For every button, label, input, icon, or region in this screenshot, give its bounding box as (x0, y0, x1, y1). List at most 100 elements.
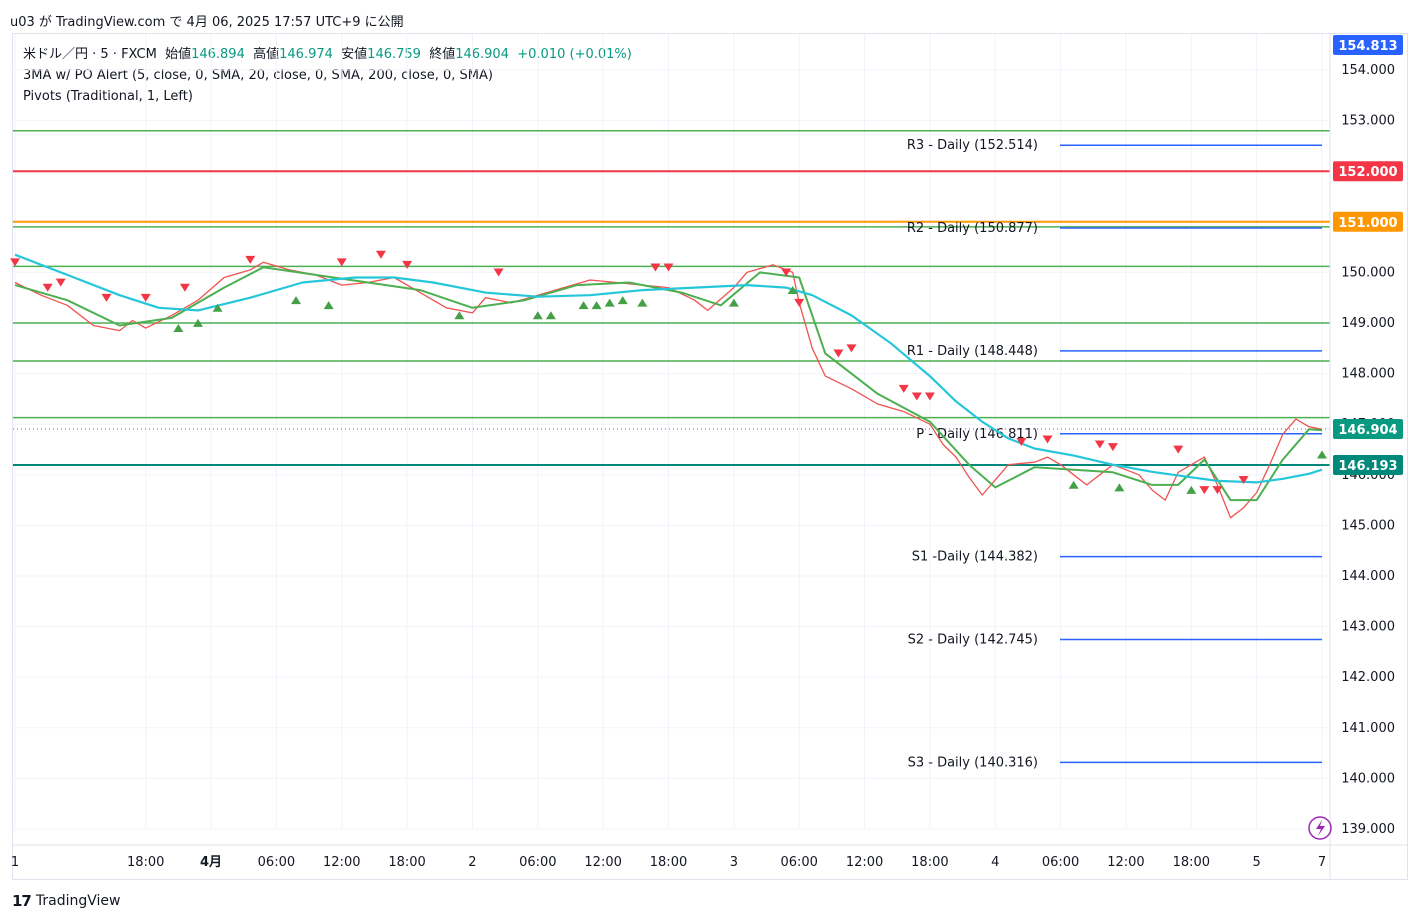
x-tick-label: 12:00 (584, 855, 621, 870)
open-label: 始値 (165, 47, 192, 62)
price-tag-current-bg (1333, 419, 1403, 440)
buy-signal-marker (604, 298, 615, 307)
price-tag: 151.000 (1338, 216, 1397, 231)
sell-signal-marker (794, 298, 805, 307)
sell-signal-marker (493, 268, 504, 277)
buy-signal-marker (1114, 483, 1125, 492)
pivot-lines: R3 - Daily (152.514) R2 - Daily (150.877)… (907, 138, 1322, 770)
pivot-label: R2 - Daily (150.877) (907, 221, 1038, 236)
price-tag-bg (1333, 211, 1403, 232)
sell-signal-marker (650, 263, 661, 272)
indicator-ma[interactable]: 3MA w/ PO Alert (5, close, 0, SMA, 20, c… (23, 68, 493, 83)
y-tick-label: 143.000 (1341, 620, 1395, 635)
y-tick-label: 139.000 (1341, 822, 1395, 837)
tradingview-logo-icon: 17 (12, 892, 32, 910)
signal-markers (10, 250, 1327, 495)
buy-signal-marker (578, 301, 589, 310)
sell-signal-marker (375, 250, 386, 259)
x-tick-label: 18:00 (127, 855, 164, 870)
sell-signal-marker (833, 349, 844, 358)
symbol-label[interactable]: 米ドル／円 · 5 · FXCM (23, 47, 157, 62)
buy-signal-marker (323, 301, 334, 310)
ohlc-row: 米ドル／円 · 5 · FXCM 始値146.894 高値146.974 安値 1… (23, 44, 632, 65)
high-value: 146.974 (279, 47, 333, 62)
sell-signal-marker (402, 260, 413, 269)
buy-signal-marker (192, 318, 203, 327)
x-tick-label: 3 (730, 855, 738, 870)
sell-signal-marker (1173, 445, 1184, 454)
x-tick-label: 06:00 (780, 855, 817, 870)
series-sma200 (14, 253, 1323, 484)
y-tick-label: 153.000 (1341, 114, 1395, 129)
pivot-label: R1 - Daily (148.448) (907, 344, 1038, 359)
sell-signal-marker (846, 344, 857, 353)
y-tick-label: 144.000 (1341, 569, 1395, 584)
sell-signal-marker (1212, 486, 1223, 495)
chart-legend: 米ドル／円 · 5 · FXCM 始値146.894 高値146.974 安値 1… (23, 44, 632, 107)
x-tick-label: 06:00 (519, 855, 556, 870)
y-tick-label: 140.000 (1341, 771, 1395, 786)
price-tag-bg (1333, 161, 1403, 182)
sell-signal-marker (1238, 475, 1249, 484)
x-tick-label: 06:00 (258, 855, 295, 870)
y-tick-label: 150.000 (1341, 265, 1395, 280)
price-tag: 146.193 (1338, 459, 1397, 474)
y-tick-label: 149.000 (1341, 316, 1395, 331)
x-tick-label: 4 (991, 855, 999, 870)
change-value: +0.010 (+0.01%) (517, 47, 632, 62)
price-tag-current: 146.904 (1338, 423, 1397, 438)
sell-signal-marker (336, 258, 347, 267)
price-tag: 152.000 (1338, 165, 1397, 180)
close-value: 146.904 (455, 47, 509, 62)
series-price (14, 261, 1323, 519)
sell-signal-marker (1107, 443, 1118, 452)
y-tick-label: 141.000 (1341, 721, 1395, 736)
x-tick-label: 1 (11, 855, 19, 870)
x-tick-label: 12:00 (846, 855, 883, 870)
sell-signal-marker (10, 258, 20, 267)
buy-signal-marker (545, 311, 556, 320)
sell-signal-marker (1094, 440, 1105, 449)
sell-signal-marker (898, 384, 909, 393)
x-tick-label: 18:00 (388, 855, 425, 870)
x-tick-label: 7 (1318, 855, 1326, 870)
grid-lines (13, 34, 1330, 830)
x-tick-label: 18:00 (911, 855, 948, 870)
buy-signal-marker (173, 323, 184, 332)
buy-signal-marker (637, 298, 648, 307)
sell-signal-marker (1042, 435, 1053, 444)
x-tick-label: 06:00 (1042, 855, 1079, 870)
pivot-label: S1 -Daily (144.382) (912, 550, 1038, 565)
low-label: 安値 (341, 47, 368, 62)
time-axis: 1 18:00 4月 06:00 12:00 18:00 2 06:00 12:00 18:00 3… (11, 844, 1408, 870)
sell-signal-marker (663, 263, 674, 272)
sell-signal-marker (1016, 438, 1027, 447)
chart-frame (12, 33, 1408, 880)
buy-signal-marker (1317, 450, 1327, 459)
series-sma20 (14, 266, 1323, 502)
buy-signal-marker (787, 285, 798, 294)
buy-signal-marker (591, 301, 602, 310)
sell-signal-marker (179, 283, 190, 292)
buy-signal-marker (212, 303, 223, 312)
buy-signal-marker (291, 296, 302, 305)
sell-signal-marker (101, 293, 112, 302)
x-tick-label: 4月 (200, 855, 222, 870)
indicator-pivots[interactable]: Pivots (Traditional, 1, Left) (23, 89, 193, 104)
lightning-icon[interactable] (1308, 816, 1332, 840)
y-tick-label: 145.000 (1341, 518, 1395, 533)
close-label: 終値 (429, 47, 456, 62)
buy-signal-marker (1186, 485, 1197, 494)
sell-signal-marker (55, 278, 66, 287)
publish-info: u03 が TradingView.com で 4月 06, 2025 17:5… (10, 15, 404, 30)
sell-signal-marker (781, 268, 792, 277)
open-value: 146.894 (191, 47, 245, 62)
high-label: 高値 (253, 47, 280, 62)
buy-signal-marker (617, 296, 628, 305)
brand-text: TradingView (35, 893, 121, 909)
buy-signal-marker (728, 298, 739, 307)
y-tick-label: 142.000 (1341, 670, 1395, 685)
sell-signal-marker (911, 392, 922, 401)
footer-brand[interactable]: 17 TradingView (12, 892, 120, 910)
